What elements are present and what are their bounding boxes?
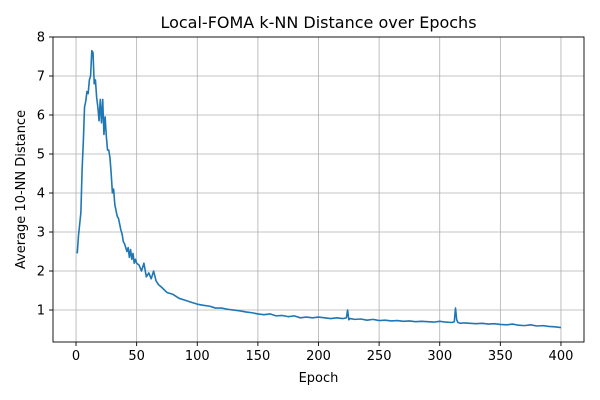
x-tick-label: 0 [72,349,80,364]
x-tick-label: 200 [306,349,331,364]
y-tick-label: 5 [37,148,45,163]
x-tick-label: 50 [128,349,145,364]
x-tick-label: 300 [427,349,452,364]
y-tick-label: 2 [37,265,45,280]
x-tick-label: 350 [488,349,513,364]
y-tick-label: 6 [37,109,45,124]
y-tick-label: 8 [37,31,45,46]
series-layer [76,49,562,329]
y-tick-label: 3 [37,226,45,241]
y-tick-label: 4 [37,187,45,202]
x-tick-label: 250 [367,349,392,364]
x-tick-label: 400 [549,349,574,364]
x-tick-label: 150 [245,349,270,364]
plot-area-frame [52,36,585,343]
series-line-0 [76,49,562,329]
y-tick-label: 1 [37,304,45,319]
y-tick-label: 7 [37,70,45,85]
chart-title: Local-FOMA k-NN Distance over Epochs [160,13,476,32]
y-axis-label: Average 10-NN Distance [14,110,29,269]
axis-ticks: 0 50 100 150 200 250 300 350 400 1 2 3 4 5 6 7 8 [37,31,574,365]
x-axis-label: Epoch [299,371,339,386]
x-tick-label: 100 [185,349,210,364]
